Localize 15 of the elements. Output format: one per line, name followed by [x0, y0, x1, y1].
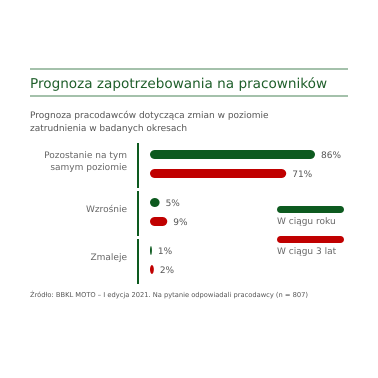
chart-title: Prognoza zapotrzebowania na pracowników: [30, 76, 328, 92]
bar: [150, 150, 315, 159]
data-label: 71%: [292, 170, 313, 180]
data-label: 2%: [160, 266, 175, 276]
bar: [150, 169, 286, 178]
data-label: 1%: [158, 247, 173, 257]
data-label: 5%: [166, 199, 180, 209]
y-tick-label: Wzrośnie: [86, 204, 128, 215]
y-tick-label: Pozostanie na tym samym poziomie: [44, 151, 128, 173]
text: W ciągu 3 lat: [277, 247, 337, 257]
text: W ciągu roku: [277, 217, 336, 227]
chart-subtitle: Prognoza pracodawców dotycząca zmian w poziomie zatrudnienia w badanych okresach: [30, 110, 270, 134]
data-label: 9%: [173, 218, 188, 228]
y-tick-label: Zmaleje: [90, 253, 128, 263]
data-label: 86%: [321, 151, 342, 161]
